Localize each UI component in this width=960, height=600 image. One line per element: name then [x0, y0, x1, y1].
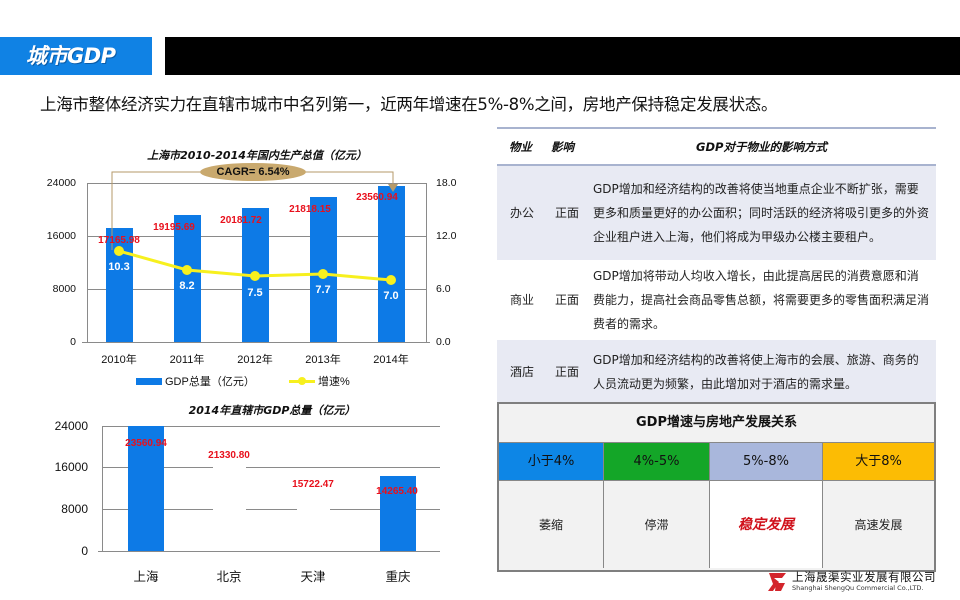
- bar-2011: [174, 215, 201, 342]
- x-axis: [82, 342, 430, 343]
- y-tick: 8000: [52, 283, 76, 295]
- x-label: 2011年: [169, 354, 205, 366]
- cell-property: 办公: [497, 165, 547, 260]
- company-name-cn: 上海晟渠实业发展有限公司: [792, 570, 936, 584]
- cell-impact: 正面: [547, 165, 587, 260]
- growth-value-label: 7.0: [383, 290, 399, 302]
- range-4to5: 4%-5%: [604, 442, 710, 480]
- growth-value-label: 7.5: [247, 287, 263, 299]
- company-logo: 上海晟渠实业发展有限公司 Shanghai ShengQu Commercial…: [766, 569, 956, 595]
- gdp-realestate-relation: GDP增速与房地产发展关系 小于4% 4%-5% 5%-8% 大于8% 萎缩 停…: [497, 402, 936, 572]
- y-tick: 0: [70, 336, 76, 348]
- status-stable: 稳定发展: [710, 480, 823, 568]
- y2-tick: 12.0: [436, 230, 457, 242]
- y2-tick: 6.0: [436, 283, 451, 295]
- bar-value-label: 23560.94: [356, 192, 398, 203]
- bar-beijing: [213, 440, 246, 551]
- legend: GDP总量（亿元） 增速%: [136, 373, 396, 389]
- y-tick: 24000: [54, 419, 88, 433]
- gridline: [102, 509, 440, 510]
- gridline: [102, 467, 440, 468]
- y-tick: 8000: [61, 502, 88, 516]
- bar-value-label: 19195.69: [153, 222, 195, 233]
- company-name-en: Shanghai ShengQu Commercial Co.,LTD.: [792, 584, 924, 592]
- cell-impact: 正面: [547, 340, 587, 404]
- y-tick: 16000: [46, 230, 76, 242]
- property-impact-table: 物业 影响 GDP对于物业的影响方式 办公 正面 GDP增加和经济结构的改善将使…: [497, 127, 936, 405]
- gridline: [102, 426, 440, 427]
- gridline: [87, 183, 426, 184]
- growth-value-label: 10.3: [108, 261, 130, 273]
- x-label: 2010年: [101, 354, 137, 366]
- municipality-gdp-chart: 2014年直辖市GDP总量（亿元） 24000 16000 8000 0 235…: [0, 395, 480, 595]
- company-logo-icon: [768, 573, 786, 591]
- table-row: 办公 正面 GDP增加和经济结构的改善将使当地重点企业不断扩张，需要更多和质量更…: [497, 165, 936, 260]
- y2-tick: 0.0: [436, 336, 451, 348]
- bar-value-label: 15722.47: [292, 479, 334, 490]
- range-lt4: 小于4%: [499, 442, 604, 480]
- y-axis-right: [426, 183, 427, 343]
- legend-label: GDP总量（亿元）: [165, 376, 255, 388]
- header-impact: 影响: [551, 139, 574, 154]
- legend-line-marker: [298, 377, 306, 385]
- chart-title: 上海市2010-2014年国内生产总值（亿元）: [147, 149, 367, 162]
- status-rapid: 高速发展: [823, 480, 934, 568]
- cell-description: GDP增加和经济结构的改善将使上海市的会展、旅游、商务的人员流动更为频繁，由此增…: [587, 340, 936, 404]
- bar-value-label: 20181.72: [220, 215, 262, 226]
- y-tick: 24000: [46, 177, 76, 189]
- table-row: 酒店 正面 GDP增加和经济结构的改善将使上海市的会展、旅游、商务的人员流动更为…: [497, 340, 936, 404]
- headline: 上海市整体经济实力在直辖市城市中名列第一，近两年增速在5%-8%之间，房地产保持…: [40, 95, 778, 114]
- bar-value-label: 17165.98: [98, 235, 140, 246]
- growth-value-label: 8.2: [179, 280, 195, 292]
- x-label: 重庆: [385, 570, 411, 584]
- gdp-trend-chart: 上海市2010-2014年国内生产总值（亿元） 24000 16000 8000…: [0, 140, 480, 400]
- cagr-badge: CAGR= 6.54%: [200, 163, 306, 181]
- title-banner: [165, 37, 960, 75]
- x-label: 北京: [216, 570, 242, 584]
- relation-grid: 小于4% 4%-5% 5%-8% 大于8% 萎缩 停滞 稳定发展 高速发展: [499, 442, 934, 568]
- cell-property: 商业: [509, 293, 534, 307]
- cell-description: GDP增加和经济结构的改善将使当地重点企业不断扩张，需要更多和质量更好的办公面积…: [587, 165, 936, 260]
- relation-title: GDP增速与房地产发展关系: [636, 415, 797, 430]
- header-property: 物业: [509, 139, 532, 154]
- y2-tick: 18.0: [436, 177, 457, 189]
- y-axis-left: [87, 183, 88, 343]
- x-axis: [98, 551, 440, 552]
- x-label: 2013年: [305, 354, 341, 366]
- range-5to8: 5%-8%: [710, 442, 823, 480]
- cagr-bracket: [111, 171, 398, 285]
- x-label: 2012年: [237, 354, 273, 366]
- cell-property: 酒店: [497, 340, 547, 404]
- bar-value-label: 14265.40: [376, 486, 418, 497]
- y-axis: [102, 426, 103, 552]
- chart-title: 2014年直辖市GDP总量（亿元）: [188, 404, 356, 417]
- x-label: 天津: [300, 570, 326, 584]
- legend-bar-swatch: [136, 378, 162, 385]
- bar-value-label: 21818.15: [289, 204, 331, 215]
- table-row: 商业 正面 GDP增加将带动人均收入增长，由此提高居民的消费意愿和消费能力，提高…: [497, 260, 936, 340]
- bar-tianjin: [297, 469, 330, 551]
- y-tick: 16000: [54, 460, 88, 474]
- x-label: 2014年: [373, 354, 409, 366]
- bar-2014: [378, 186, 405, 342]
- cell-description: GDP增加将带动人均收入增长，由此提高居民的消费意愿和消费能力，提高社会商品零售…: [593, 269, 930, 331]
- x-label: 上海: [133, 570, 159, 584]
- header-description: GDP对于物业的影响方式: [696, 139, 827, 154]
- cell-impact: 正面: [554, 293, 579, 307]
- y-tick: 0: [81, 544, 88, 558]
- range-gt8: 大于8%: [823, 442, 934, 480]
- bar-shanghai: [128, 426, 164, 551]
- bar-chongqing: [380, 476, 416, 551]
- status-shrink: 萎缩: [499, 480, 604, 568]
- status-stagnant: 停滞: [604, 480, 710, 568]
- section-title-tab: 城市GDP: [0, 37, 152, 75]
- bar-value-label: 23560.94: [125, 438, 167, 449]
- bar-value-label: 21330.80: [208, 450, 250, 461]
- legend-label: 增速%: [318, 376, 350, 388]
- growth-value-label: 7.7: [315, 284, 331, 296]
